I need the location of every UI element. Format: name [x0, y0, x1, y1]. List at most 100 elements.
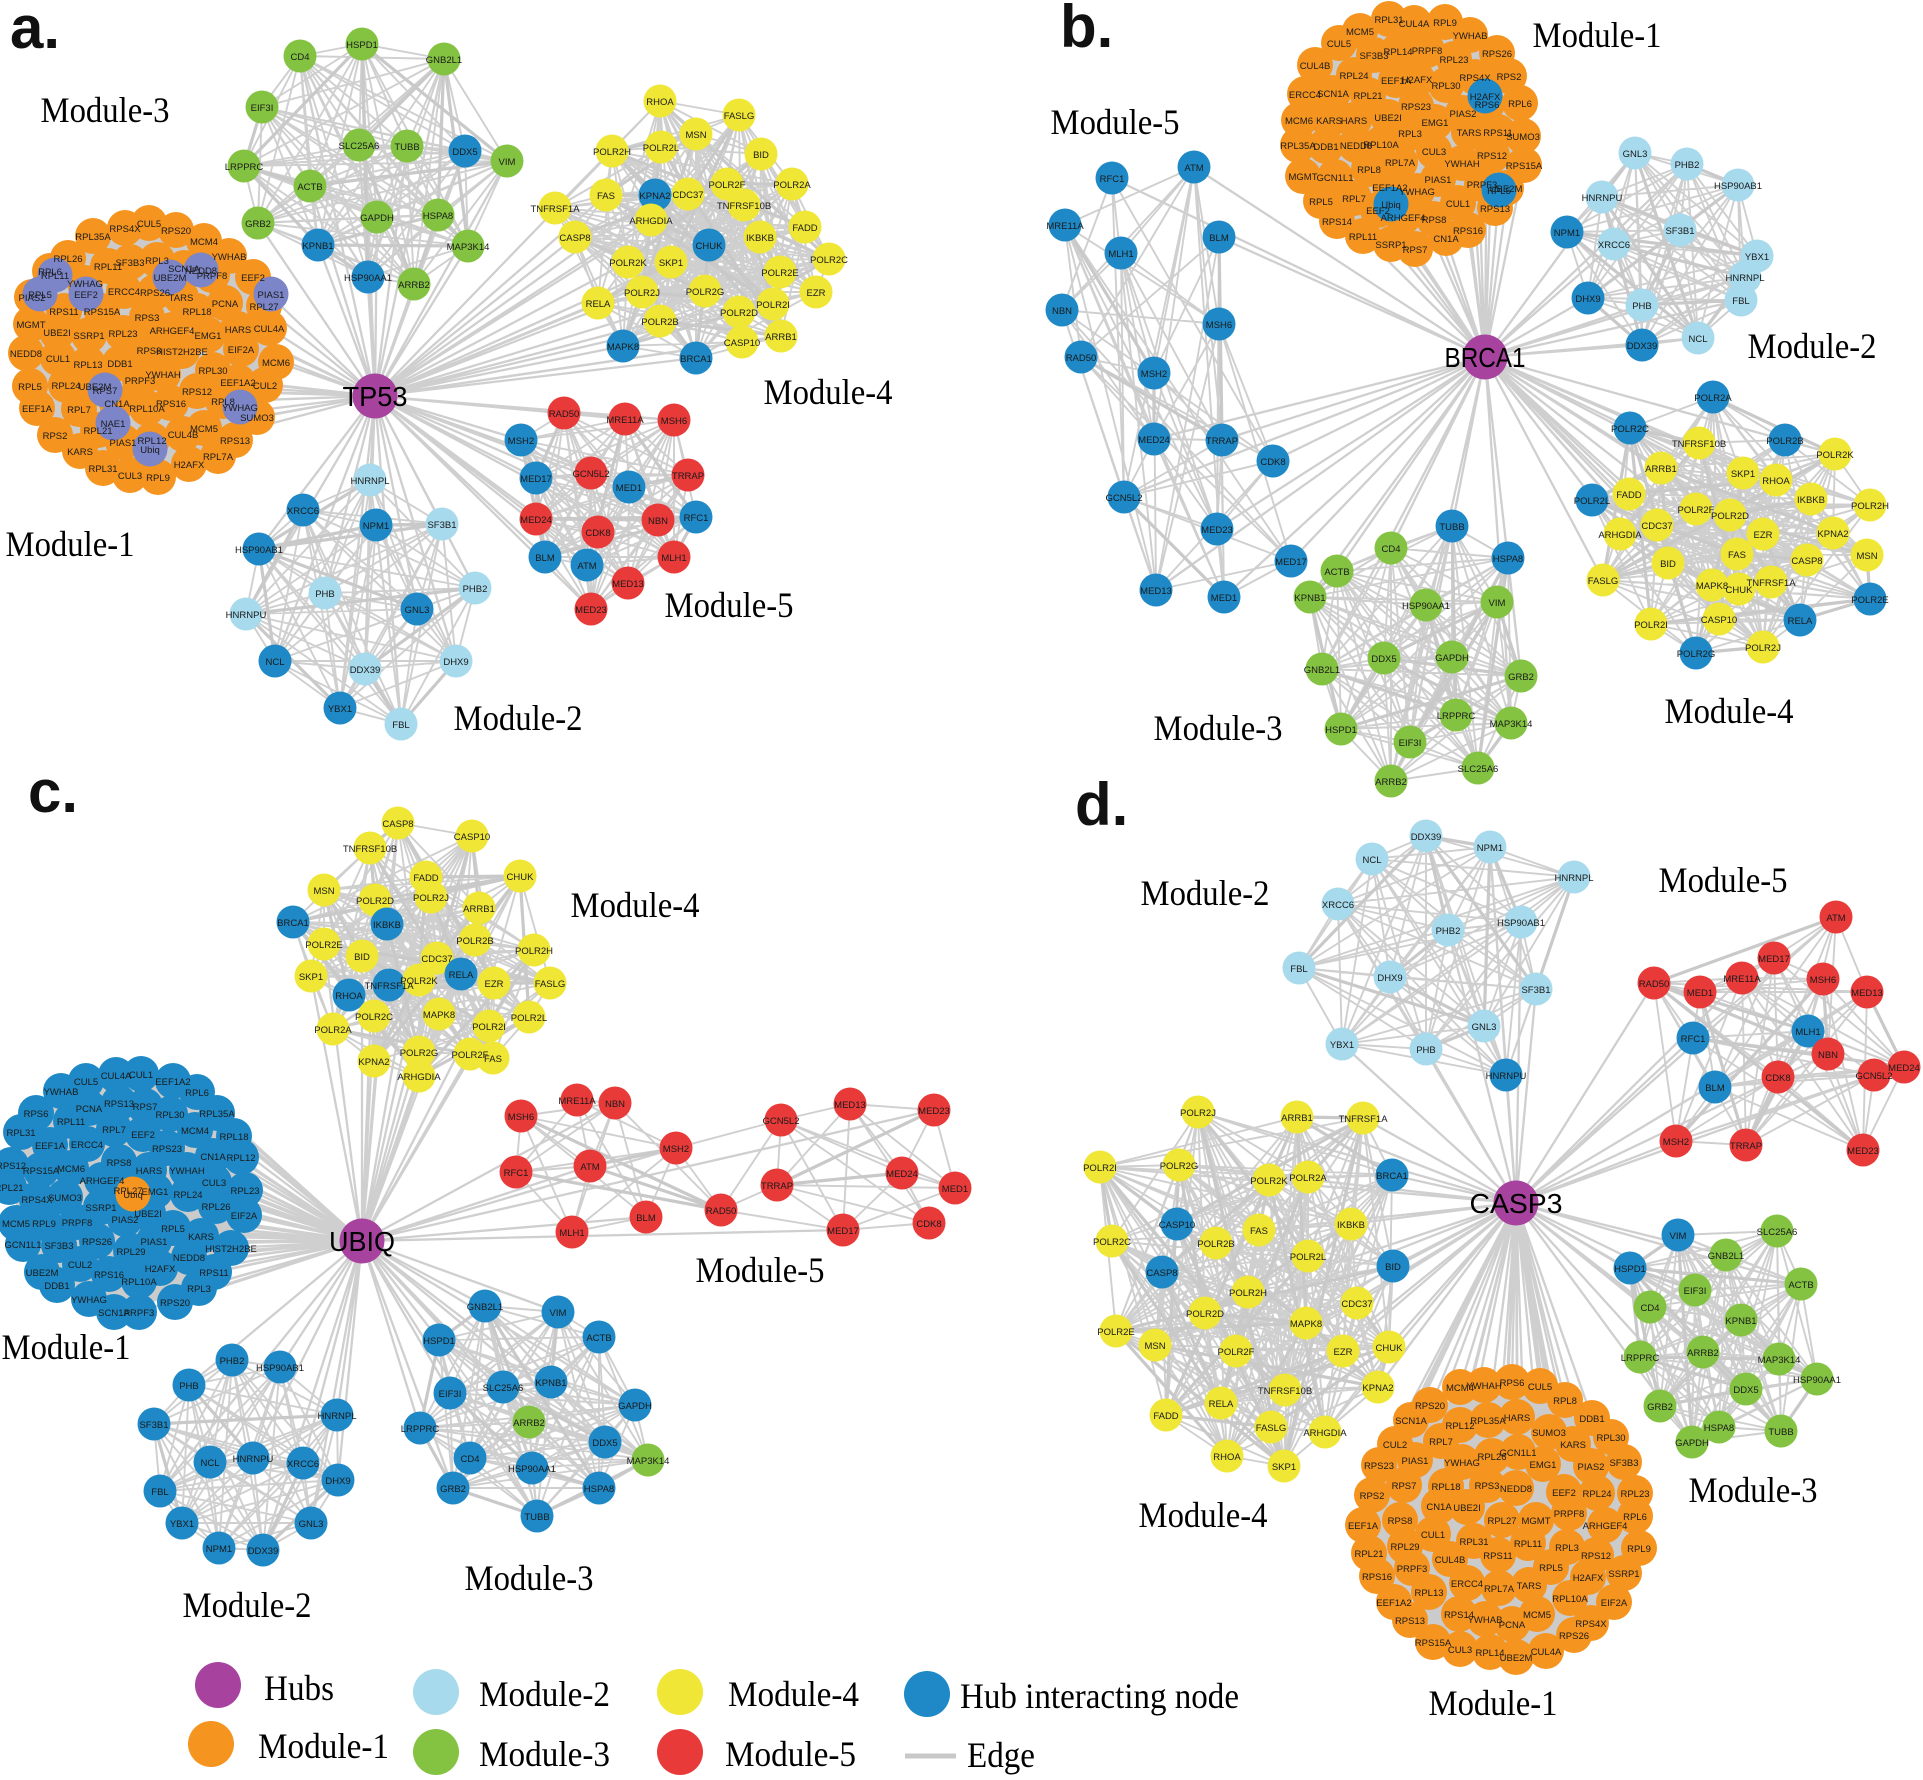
- svg-text:RPL21: RPL21: [1353, 91, 1382, 102]
- svg-text:HSP90AB1: HSP90AB1: [235, 545, 283, 556]
- svg-text:RPL14: RPL14: [1383, 47, 1412, 58]
- svg-text:HSPD1: HSPD1: [1325, 725, 1357, 736]
- svg-text:NPM1: NPM1: [206, 1544, 232, 1555]
- svg-text:RPS2: RPS2: [43, 431, 68, 442]
- svg-text:RPL9: RPL9: [32, 1219, 56, 1230]
- svg-text:MED13: MED13: [1140, 586, 1172, 597]
- svg-text:MED1: MED1: [616, 483, 642, 494]
- svg-text:RPS15A: RPS15A: [23, 1166, 60, 1177]
- svg-text:MED13: MED13: [834, 1100, 866, 1111]
- svg-text:RPL5: RPL5: [1309, 197, 1333, 208]
- svg-text:PRPF3: PRPF3: [125, 376, 156, 387]
- svg-text:RPS14: RPS14: [1322, 217, 1352, 228]
- svg-text:Module-1: Module-1: [1429, 1683, 1558, 1723]
- svg-text:MCM5: MCM5: [2, 1219, 30, 1230]
- svg-text:RPS26: RPS26: [140, 288, 170, 299]
- svg-text:RPL13: RPL13: [1414, 1588, 1443, 1599]
- svg-text:Module-5: Module-5: [1051, 102, 1180, 142]
- svg-text:MSH2: MSH2: [1663, 1137, 1689, 1148]
- svg-text:GNL3: GNL3: [405, 605, 430, 616]
- svg-text:RPS12: RPS12: [0, 1161, 26, 1172]
- svg-text:CUL5: CUL5: [137, 219, 161, 230]
- svg-text:SSRP1: SSRP1: [73, 331, 104, 342]
- svg-text:UBE2I: UBE2I: [1374, 113, 1401, 124]
- svg-text:YWHAG: YWHAG: [67, 279, 103, 290]
- svg-text:GCN1L1: GCN1L1: [5, 1240, 42, 1251]
- svg-text:YWHAG: YWHAG: [1399, 187, 1435, 198]
- svg-text:RPL31: RPL31: [88, 464, 117, 475]
- svg-text:ARHGEF4: ARHGEF4: [80, 1176, 125, 1187]
- svg-text:NAE1: NAE1: [101, 419, 126, 430]
- svg-text:MLH1: MLH1: [1108, 249, 1133, 260]
- svg-text:EEF1A2: EEF1A2: [155, 1077, 190, 1088]
- svg-text:RPS7: RPS7: [93, 386, 118, 397]
- svg-text:HARS: HARS: [136, 1166, 162, 1177]
- svg-text:H2AFX: H2AFX: [1402, 75, 1433, 86]
- svg-text:FBL: FBL: [151, 1487, 168, 1498]
- svg-text:ARHGDIA: ARHGDIA: [1303, 1428, 1347, 1439]
- svg-text:CDK8: CDK8: [585, 528, 610, 539]
- svg-text:RPS16: RPS16: [94, 1270, 124, 1281]
- svg-text:CASP10: CASP10: [1701, 615, 1737, 626]
- svg-text:HNRNPL: HNRNPL: [1554, 873, 1593, 884]
- svg-text:CASP8: CASP8: [1791, 556, 1822, 567]
- svg-text:HSPA8: HSPA8: [584, 1484, 614, 1495]
- svg-text:SLC25A6: SLC25A6: [1757, 1227, 1798, 1238]
- svg-text:HSPA8: HSPA8: [1493, 554, 1523, 565]
- svg-text:BLM: BLM: [535, 553, 555, 564]
- svg-text:MSH2: MSH2: [663, 1144, 689, 1155]
- svg-text:RPS8: RPS8: [107, 1158, 132, 1169]
- svg-text:HNRNPL: HNRNPL: [1725, 273, 1764, 284]
- svg-text:YBX1: YBX1: [1330, 1040, 1354, 1051]
- svg-text:RPL23: RPL23: [1620, 1489, 1649, 1500]
- svg-text:KARS: KARS: [1316, 116, 1342, 127]
- svg-text:EEF1A: EEF1A: [22, 404, 53, 415]
- svg-text:EEF1A2: EEF1A2: [1372, 183, 1407, 194]
- svg-text:H2AFX: H2AFX: [145, 1264, 176, 1275]
- svg-text:MED13: MED13: [1851, 988, 1883, 999]
- svg-text:POLR2G: POLR2G: [1160, 1161, 1199, 1172]
- svg-text:PRPF3: PRPF3: [124, 1308, 155, 1319]
- svg-text:SCN1A: SCN1A: [1395, 1416, 1427, 1427]
- svg-text:MED17: MED17: [1758, 954, 1790, 965]
- svg-text:H2AFX: H2AFX: [174, 460, 205, 471]
- svg-text:ATM: ATM: [580, 1162, 599, 1173]
- svg-text:POLR2B: POLR2B: [641, 317, 679, 328]
- svg-text:FASLG: FASLG: [1588, 576, 1619, 587]
- svg-text:MCM4: MCM4: [190, 237, 218, 248]
- svg-text:Module-2: Module-2: [454, 698, 583, 738]
- svg-text:YWHAH: YWHAH: [145, 370, 181, 381]
- svg-text:RPL26: RPL26: [1477, 1452, 1506, 1463]
- svg-text:UBE2I: UBE2I: [134, 1209, 161, 1220]
- svg-text:MED17: MED17: [1275, 557, 1307, 568]
- svg-text:CUL4A: CUL4A: [1531, 1647, 1562, 1658]
- svg-text:MLH1: MLH1: [1795, 1027, 1820, 1038]
- svg-text:RHOA: RHOA: [335, 991, 363, 1002]
- svg-text:Module-4: Module-4: [728, 1674, 859, 1714]
- svg-text:Module-5: Module-5: [725, 1734, 856, 1774]
- svg-text:RPL26: RPL26: [201, 1202, 230, 1213]
- svg-text:CUL3: CUL3: [202, 1178, 226, 1189]
- svg-text:NPM1: NPM1: [1554, 228, 1580, 239]
- svg-text:DDB1: DDB1: [107, 359, 132, 370]
- svg-text:Ubiq: Ubiq: [123, 1190, 143, 1201]
- svg-text:Module-4: Module-4: [1665, 691, 1794, 731]
- svg-text:POLR2F: POLR2F: [1218, 1347, 1255, 1358]
- svg-text:NBN: NBN: [1818, 1050, 1838, 1061]
- svg-text:SF3B1: SF3B1: [1665, 226, 1694, 237]
- svg-text:ERCC4: ERCC4: [108, 287, 140, 298]
- svg-text:YWHAH: YWHAH: [1466, 1381, 1502, 1392]
- svg-text:RPS26: RPS26: [82, 1237, 112, 1248]
- svg-text:HSP90AA1: HSP90AA1: [1793, 1375, 1841, 1386]
- svg-text:XRCC6: XRCC6: [287, 506, 319, 517]
- svg-text:RPL7: RPL7: [1342, 194, 1366, 205]
- svg-text:RAD50: RAD50: [1639, 979, 1670, 990]
- svg-text:VIM: VIM: [550, 1308, 567, 1319]
- svg-text:FADD: FADD: [1153, 1411, 1178, 1422]
- svg-text:RPS20: RPS20: [1415, 1401, 1445, 1412]
- svg-text:RPS4X: RPS4X: [109, 224, 141, 235]
- svg-text:POLR2C: POLR2C: [810, 255, 848, 266]
- svg-text:PCNA: PCNA: [212, 299, 239, 310]
- svg-text:RPS2: RPS2: [1360, 1491, 1385, 1502]
- svg-text:RPL26: RPL26: [53, 254, 82, 265]
